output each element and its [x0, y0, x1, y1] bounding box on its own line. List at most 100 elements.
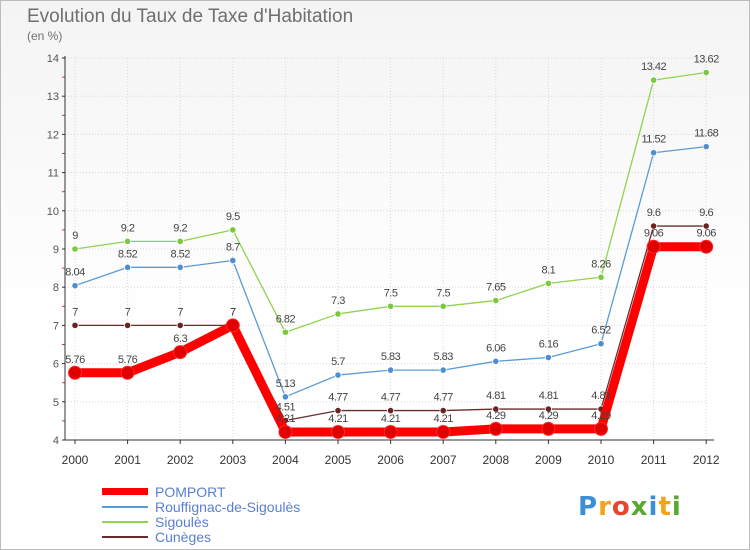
data-point-pomport — [436, 424, 451, 439]
data-label-pomport: 4.21 — [276, 413, 296, 425]
data-label-cuneges: 4.51 — [276, 402, 296, 414]
data-point-sigoules — [71, 245, 79, 253]
data-point-sigoules — [649, 76, 658, 84]
data-label-rouffignac: 5.83 — [433, 351, 453, 363]
logo-letter: x — [630, 492, 649, 522]
legend-swatch-sigoules — [102, 520, 148, 523]
data-point-cuneges — [439, 406, 447, 415]
legend-label-pomport: POMPORT — [155, 483, 226, 500]
data-label-sigoules: 9 — [72, 230, 78, 242]
data-point-sigoules — [229, 226, 237, 234]
chart-legend: POMPORT Rouffignac-de-Sigoulès Sigoulès … — [102, 483, 301, 545]
x-tick-label: 2011 — [641, 453, 667, 467]
data-label-cuneges: 4.77 — [381, 392, 401, 404]
data-label-sigoules: 7.5 — [384, 287, 398, 299]
data-point-rouffignac — [492, 357, 500, 365]
data-point-pomport — [120, 365, 135, 380]
data-point-sigoules — [176, 237, 184, 245]
data-label-cuneges: 4.77 — [328, 392, 348, 404]
legend-item-sigoules: Sigoulès — [102, 513, 300, 530]
y-tick-label: 10 — [47, 206, 59, 218]
x-tick-label: 2008 — [482, 453, 509, 467]
data-point-cuneges — [386, 406, 395, 415]
data-label-rouffignac: 6.16 — [539, 338, 559, 350]
data-label-sigoules: 9.5 — [226, 211, 240, 223]
data-point-sigoules — [439, 302, 447, 310]
data-label-rouffignac: 11.68 — [694, 128, 719, 140]
x-tick-label: 2005 — [325, 453, 352, 467]
x-tick-label: 2001 — [114, 453, 141, 467]
data-point-rouffignac — [229, 256, 237, 265]
data-point-cuneges — [492, 405, 500, 413]
data-label-pomport: 6.3 — [173, 333, 187, 345]
logo-letter: P — [578, 492, 599, 522]
data-label-pomport: 7 — [230, 306, 236, 318]
x-tick-label: 2010 — [588, 453, 615, 467]
data-label-rouffignac: 6.06 — [486, 342, 506, 354]
data-point-pomport — [594, 421, 608, 436]
y-tick-label: 13 — [47, 91, 59, 103]
data-label-sigoules: 7.5 — [436, 287, 450, 299]
data-label-sigoules: 7.3 — [331, 295, 345, 307]
data-label-sigoules: 13.42 — [641, 61, 666, 73]
proxiti-logo: Proxiti — [578, 492, 682, 522]
x-tick-label: 2000 — [62, 453, 89, 467]
data-point-sigoules — [492, 296, 500, 305]
y-tick-label: 5 — [53, 397, 59, 409]
x-tick-label: 2007 — [430, 453, 457, 467]
data-point-cuneges — [544, 405, 553, 413]
data-label-pomport: 4.21 — [433, 413, 453, 425]
y-tick-label: 6 — [53, 359, 59, 371]
data-point-pomport — [646, 239, 661, 254]
data-point-pomport — [173, 345, 188, 360]
data-label-rouffignac: 5.13 — [276, 378, 296, 390]
logo-letter: o — [611, 492, 631, 522]
legend-label-rouffignac: Rouffignac-de-Sigoulès — [155, 498, 301, 515]
data-labels: 9 9.2 9.2 9.5 6.82 7.3 7.5 7.5 7.65 8.1 8.26 13.42 1… — [65, 54, 719, 425]
chart-title: Evolution du Taux de Taxe d'Habitation — [27, 6, 354, 27]
data-label-sigoules: 9.2 — [121, 222, 135, 234]
legend-label-sigoules: Sigoulès — [155, 513, 209, 530]
data-label-cuneges: 4.81 — [539, 390, 559, 402]
data-point-pomport — [699, 239, 714, 254]
data-point-rouffignac — [124, 263, 132, 271]
data-label-rouffignac: 8.52 — [170, 248, 190, 260]
logo-letter: i — [671, 492, 682, 522]
legend-swatch-cuneges — [102, 535, 148, 538]
data-label-rouffignac: 8.7 — [226, 241, 240, 253]
data-point-pomport — [541, 421, 556, 436]
data-point-sigoules — [386, 302, 395, 310]
data-label-rouffignac: 6.52 — [591, 325, 611, 337]
data-label-rouffignac: 8.04 — [65, 267, 85, 279]
data-label-pomport: 5.76 — [65, 354, 85, 366]
data-point-cuneges — [649, 222, 658, 230]
data-label-pomport: 5.76 — [118, 354, 138, 366]
data-label-cuneges: 7 — [177, 306, 183, 318]
data-label-pomport: 9.06 — [644, 228, 664, 240]
legend-item-cuneges: Cunèges — [102, 529, 300, 545]
data-point-pomport — [331, 424, 345, 439]
data-point-pomport — [68, 365, 82, 380]
data-point-rouffignac — [281, 393, 289, 401]
data-point-sigoules — [597, 273, 605, 281]
data-label-sigoules: 13.62 — [694, 54, 719, 66]
data-point-sigoules — [334, 310, 342, 318]
legend-swatch-pomport — [102, 488, 148, 495]
data-point-sigoules — [281, 328, 289, 336]
data-point-cuneges — [702, 222, 710, 230]
data-point-sigoules — [544, 279, 553, 287]
data-label-rouffignac: 8.52 — [118, 248, 138, 260]
logo-letter: i — [648, 492, 659, 522]
legend-item-pomport: POMPORT — [102, 483, 300, 500]
y-tick-label: 9 — [53, 244, 59, 256]
data-label-cuneges: 4.81 — [486, 390, 506, 402]
data-point-rouffignac — [439, 366, 447, 374]
data-point-pomport — [278, 424, 293, 439]
logo-letter: r — [598, 492, 612, 522]
data-label-sigoules: 7.65 — [486, 282, 506, 294]
data-label-pomport: 9.06 — [696, 228, 716, 240]
x-tick-label: 2006 — [377, 453, 404, 467]
data-point-rouffignac — [544, 353, 553, 362]
data-label-cuneges: 7 — [72, 306, 78, 318]
chart-subtitle: (en %) — [27, 29, 63, 43]
